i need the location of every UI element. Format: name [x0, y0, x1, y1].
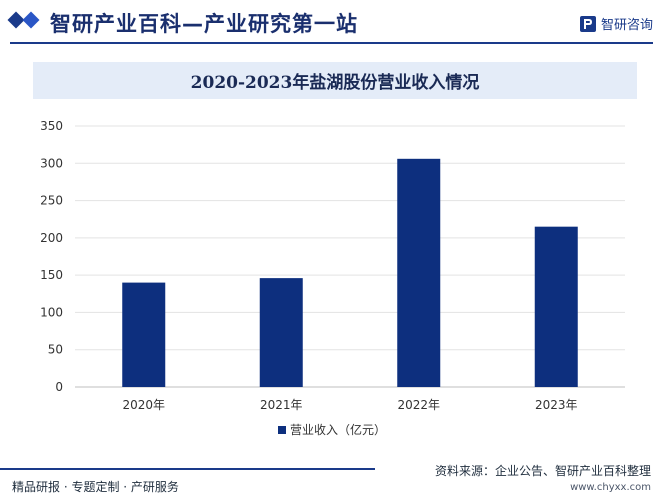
x-tick-label: 2023年	[535, 398, 578, 412]
brand[interactable]: 智研咨询	[579, 14, 653, 33]
footer-divider	[0, 468, 375, 470]
bar	[122, 282, 166, 387]
bar-chart: 0 50 100 150 200 250 300 350 2020年 2021年 2022年 202…	[40, 119, 625, 437]
site-title: 智研产业百科—产业研究第一站	[50, 12, 358, 36]
y-tick-label: 200	[40, 231, 63, 245]
header-divider	[10, 42, 653, 44]
x-tick-label: 2020年	[122, 398, 165, 412]
legend-swatch	[278, 426, 286, 434]
legend-label: 营业收入（亿元）	[290, 422, 386, 437]
footer-tagline: 精品研报 · 专题定制 · 产研服务	[12, 480, 179, 494]
page-header: 智研产业百科—产业研究第一站 智研咨询	[0, 0, 663, 46]
bar	[397, 158, 441, 387]
y-tick-label: 150	[40, 268, 63, 282]
diamond-icon	[22, 11, 40, 29]
bar	[534, 226, 578, 387]
chart-title-band: 2020-2023年盐湖股份营业收入情况	[33, 62, 637, 99]
footer-url[interactable]: www.chyxx.com	[570, 482, 651, 493]
y-tick-label: 350	[40, 119, 63, 133]
bar	[259, 278, 303, 387]
y-tick-label: 0	[55, 380, 63, 394]
y-tick-label: 250	[40, 194, 63, 208]
x-tick-label: 2021年	[260, 398, 303, 412]
y-tick-label: 100	[40, 305, 63, 319]
y-tick-label: 50	[48, 343, 63, 357]
chart-title: 2020-2023年盐湖股份营业收入情况	[190, 73, 480, 93]
source-note: 资料来源：企业公告、智研产业百科整理	[434, 464, 651, 478]
brand-name: 智研咨询	[600, 18, 653, 33]
x-tick-label: 2022年	[397, 398, 440, 412]
y-tick-label: 300	[40, 156, 63, 170]
chyxx-logo-icon	[579, 15, 596, 32]
